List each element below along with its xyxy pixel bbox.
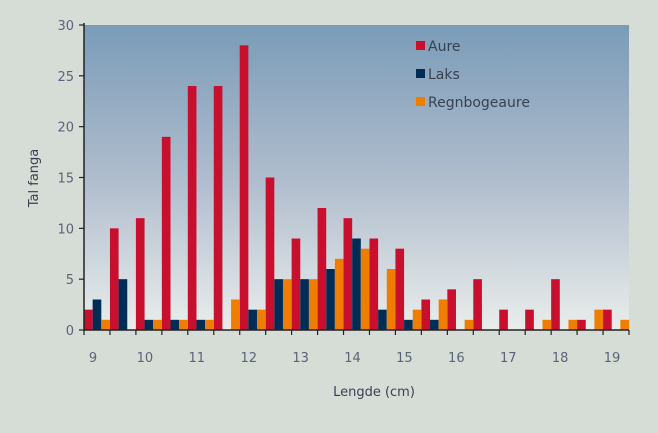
y-tick-label: 25 xyxy=(57,70,74,85)
legend: Aure Laks Regnbogeaure xyxy=(416,39,530,111)
bar-laks-12.5 xyxy=(274,279,283,330)
bar-laks-15 xyxy=(404,319,413,330)
y-tick-label: 20 xyxy=(57,121,74,136)
x-tick-label: 12 xyxy=(240,351,257,366)
bar-regnbogeaure-15 xyxy=(412,309,422,330)
bar-laks-15.5 xyxy=(430,319,439,330)
bar-aure-10 xyxy=(135,218,145,330)
bar-regnbogeaure-10 xyxy=(153,319,162,330)
bar-regnbogeaure-12.5 xyxy=(282,279,292,330)
bar-aure-15 xyxy=(395,248,405,330)
x-tick-label: 16 xyxy=(448,351,465,366)
bar-regnbogeaure-14 xyxy=(360,248,370,330)
x-tick-label: 17 xyxy=(500,351,517,366)
bar-aure-19 xyxy=(603,309,612,330)
y-axis-label: Tal fanga xyxy=(27,149,42,209)
bar-aure-14.5 xyxy=(369,238,379,330)
bar-laks-13 xyxy=(300,279,309,330)
bar-aure-9 xyxy=(84,309,93,330)
bar-aure-16.5 xyxy=(473,279,482,330)
bar-regnbogeaure-9 xyxy=(101,319,110,330)
bar-aure-18 xyxy=(551,279,560,330)
bar-laks-10.5 xyxy=(170,319,180,330)
x-tick-label: 9 xyxy=(89,351,97,366)
bar-laks-13.5 xyxy=(326,269,335,330)
legend-label-aure: Aure xyxy=(428,39,461,55)
bar-regnbogeaure-18 xyxy=(568,319,578,330)
y-tick-label: 10 xyxy=(57,222,74,237)
legend-swatch-regnbogeaure xyxy=(416,97,425,106)
bar-aure-17 xyxy=(499,309,508,330)
bar-regnbogeaure-17.5 xyxy=(542,319,552,330)
y-tick-label: 5 xyxy=(66,273,74,288)
bar-regnbogeaure-15.5 xyxy=(438,299,448,330)
bar-regnbogeaure-13 xyxy=(308,279,318,330)
bar-aure-13 xyxy=(291,238,301,330)
bar-regnbogeaure-11.5 xyxy=(231,299,240,330)
x-tick-label: 10 xyxy=(137,351,154,366)
y-tick-label: 30 xyxy=(57,19,74,34)
bar-regnbogeaure-16 xyxy=(464,319,474,330)
bar-aure-16 xyxy=(447,289,456,330)
bar-regnbogeaure-13.5 xyxy=(334,258,344,330)
bar-aure-17.5 xyxy=(525,309,534,330)
bar-laks-9.5 xyxy=(118,279,128,330)
bar-laks-11 xyxy=(196,319,206,330)
x-tick-label: 13 xyxy=(292,351,309,366)
legend-swatch-laks xyxy=(416,69,425,78)
bar-regnbogeaure-18.5 xyxy=(594,309,604,330)
x-axis-label: Lengde (cm) xyxy=(333,385,415,400)
bar-regnbogeaure-12 xyxy=(257,309,266,330)
legend-label-regnbogeaure: Regnbogeaure xyxy=(428,95,530,111)
bar-aure-15.5 xyxy=(421,299,431,330)
bar-laks-14.5 xyxy=(378,309,387,330)
bar-regnbogeaure-11 xyxy=(205,319,214,330)
x-tick-label: 19 xyxy=(604,351,621,366)
x-tick-label: 11 xyxy=(189,351,206,366)
bar-aure-14 xyxy=(343,218,353,330)
bar-aure-11 xyxy=(187,86,197,330)
bar-laks-9 xyxy=(92,299,102,330)
x-tick-label: 18 xyxy=(552,351,569,366)
bar-aure-12 xyxy=(239,45,249,330)
bar-laks-12 xyxy=(248,309,258,330)
bar-aure-11.5 xyxy=(213,86,223,330)
bar-aure-12.5 xyxy=(265,177,275,330)
bar-regnbogeaure-14.5 xyxy=(386,269,396,330)
bar-aure-9.5 xyxy=(109,228,119,330)
bar-laks-14 xyxy=(352,238,361,330)
bar-regnbogeaure-10.5 xyxy=(179,319,188,330)
bar-aure-18.5 xyxy=(577,319,586,330)
legend-label-laks: Laks xyxy=(428,67,460,83)
y-tick-label: 15 xyxy=(57,172,74,187)
bar-aure-13.5 xyxy=(317,208,327,330)
bar-aure-10.5 xyxy=(161,136,171,330)
legend-swatch-aure xyxy=(416,41,425,50)
y-tick-label: 0 xyxy=(66,324,74,339)
x-tick-label: 15 xyxy=(396,351,413,366)
bar-laks-10 xyxy=(144,319,154,330)
x-tick-label: 14 xyxy=(344,351,361,366)
bar-regnbogeaure-19 xyxy=(620,319,629,330)
